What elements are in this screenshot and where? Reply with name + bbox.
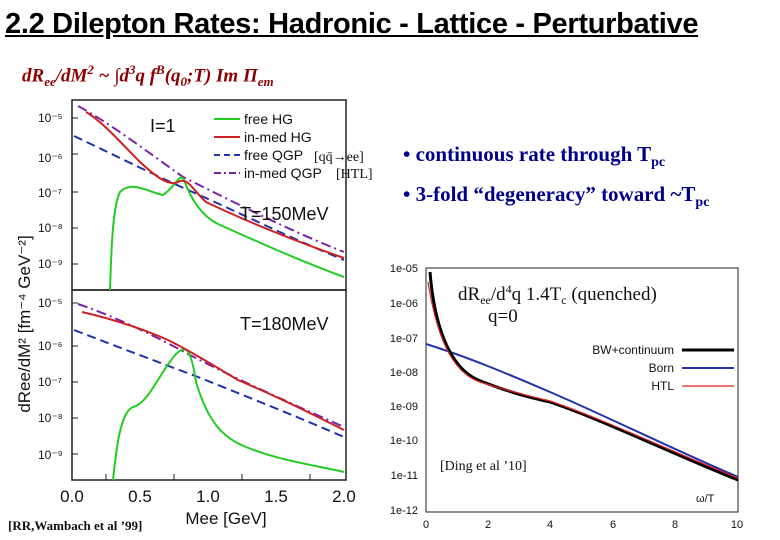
left-y-axis-label: dRee/dM² [fm⁻⁴ GeV⁻²]	[15, 235, 34, 412]
lattice-plot-reference: [Ding et al ’10]	[440, 459, 527, 474]
legend-htl: HTL	[651, 379, 674, 393]
left-rate-plot: 10⁻⁵ 10⁻⁶ 10⁻⁷ 10⁻⁸ 10⁻⁹ 10⁻⁵ 10⁻⁶ 10⁻⁷ …	[8, 92, 378, 540]
x-tick-label: 1.0	[196, 487, 220, 506]
x-tick-label: 2.0	[332, 487, 356, 506]
isospin-label: I=1	[150, 116, 176, 136]
y-tick-label: 10⁻⁵	[38, 111, 63, 125]
top-panel-y-axis: 10⁻⁵ 10⁻⁶ 10⁻⁷ 10⁻⁸ 10⁻⁹	[38, 111, 63, 271]
x-tick-label: 2	[485, 519, 491, 531]
lattice-header-line1: dRee/d4q 1.4Tc (quenched)	[458, 282, 657, 307]
legend-inmed-qgp: in-med QGP	[244, 165, 322, 181]
temperature-180-label: T=180MeV	[240, 314, 329, 334]
y-tick-label: 10⁻⁷	[38, 375, 62, 389]
lattice-x-axis: 0 2 4 6 8 10	[423, 519, 743, 531]
left-plot-reference: [RR,Wambach et al ’99]	[8, 518, 142, 533]
right-lattice-plot: 1e-05 1e-06 1e-07 1e-08 1e-09 1e-10 1e-1…	[378, 262, 766, 540]
lattice-header-line2: q=0	[488, 306, 518, 327]
bottom-free-qgp-curve	[73, 329, 345, 438]
x-tick-label: 0	[423, 519, 429, 531]
x-tick-label: 10	[731, 519, 743, 531]
y-tick-label: 10⁻⁹	[38, 257, 63, 271]
legend-free-hg: free HG	[244, 111, 293, 127]
x-tick-label: 0.5	[128, 487, 152, 506]
lattice-y-axis: 1e-05 1e-06 1e-07 1e-08 1e-09 1e-10 1e-1…	[390, 263, 418, 517]
lattice-legend: BW+continuum Born HTL	[592, 343, 734, 393]
x-tick-label: 8	[672, 519, 678, 531]
y-tick-label: 10⁻⁹	[38, 448, 63, 462]
annotation-qq-to-ee: [qq̄→ee]	[314, 150, 364, 165]
left-x-axis-label: Mee [GeV]	[185, 509, 266, 528]
x-tick-label: 1.5	[264, 487, 288, 506]
y-tick-label: 1e-10	[390, 435, 418, 447]
top-inmed-hg-curve	[85, 111, 345, 259]
legend-born: Born	[649, 361, 674, 375]
bottom-panel-frame	[71, 289, 347, 481]
legend-inmed-hg: in-med HG	[244, 129, 312, 145]
y-tick-label: 1e-05	[390, 263, 418, 275]
htl-curve	[427, 281, 739, 479]
lattice-x-axis-label: ω/T	[696, 493, 715, 505]
y-tick-label: 1e-09	[390, 401, 418, 413]
x-tick-label: 0.0	[60, 487, 84, 506]
temperature-150-label: T=150MeV	[240, 204, 329, 224]
legend-bw-continuum: BW+continuum	[592, 343, 674, 357]
bullet-degeneracy: • 3-fold “degeneracy” toward ~Tpc	[403, 182, 710, 211]
x-tick-label: 4	[547, 519, 553, 531]
lattice-plot-frame	[425, 267, 739, 513]
bw-continuum-curve	[428, 271, 739, 482]
y-tick-label: 1e-06	[390, 298, 418, 310]
top-inmed-qgp-curve	[77, 105, 345, 253]
slide-title: 2.2 Dilepton Rates: Hadronic - Lattice -…	[5, 8, 699, 40]
bullet-continuous-rate: • continuous rate through Tpc	[403, 142, 666, 171]
y-tick-label: 1e-11	[391, 470, 418, 482]
y-tick-label: 1e-08	[390, 367, 418, 379]
y-tick-label: 10⁻⁶	[38, 339, 63, 353]
left-x-axis: 0.0 0.5 1.0 1.5 2.0	[60, 487, 356, 506]
y-tick-label: 10⁻⁶	[38, 151, 63, 165]
x-tick-label: 6	[610, 519, 616, 531]
y-tick-label: 10⁻⁸	[38, 411, 63, 425]
y-tick-label: 1e-07	[390, 333, 418, 345]
bottom-panel-y-axis: 10⁻⁵ 10⁻⁶ 10⁻⁷ 10⁻⁸ 10⁻⁹	[38, 296, 63, 462]
bottom-inmed-hg-curve	[81, 311, 345, 431]
annotation-htl: [HTL]	[336, 167, 373, 182]
born-curve	[425, 343, 739, 478]
legend-free-qgp: free QGP	[244, 147, 303, 163]
rate-formula: dRee/dM2 ~ ∫d3q fB(q0;T) Im Πem	[22, 62, 274, 90]
left-legend: free HG in-med HG free QGP in-med QGP	[214, 111, 322, 181]
bottom-free-hg-curve	[112, 348, 345, 481]
y-tick-label: 10⁻⁵	[38, 296, 63, 310]
y-tick-label: 10⁻⁷	[38, 186, 62, 200]
top-free-hg-curve	[109, 176, 345, 291]
y-tick-label: 10⁻⁸	[38, 221, 63, 235]
y-tick-label: 1e-12	[390, 505, 418, 517]
